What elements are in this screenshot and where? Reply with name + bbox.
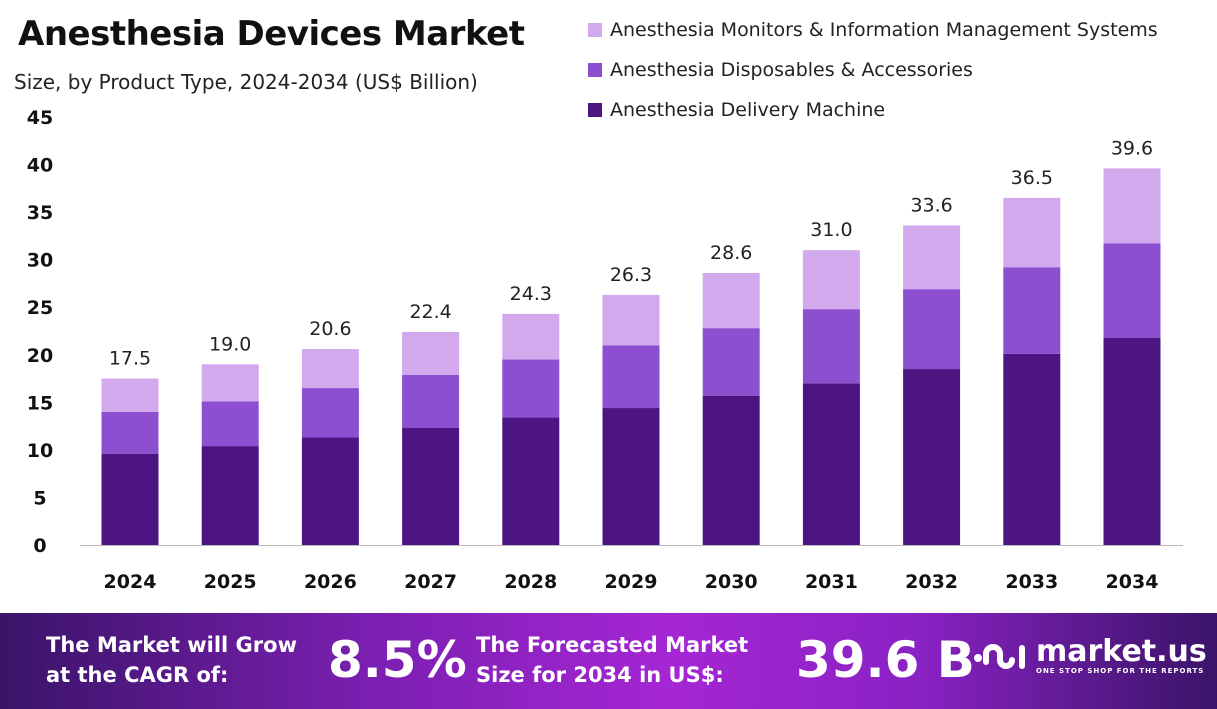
x-tick-label: 2029 [605, 571, 658, 593]
bar-segment [502, 417, 560, 545]
legend-swatch [588, 63, 602, 77]
y-tick-label: 10 [27, 440, 53, 462]
y-tick-label: 30 [27, 250, 53, 272]
bar-segment [802, 383, 860, 545]
y-tick-label: 5 [33, 487, 46, 509]
bar-segment [1103, 337, 1161, 545]
bar-segment [301, 349, 359, 389]
bar-segment [402, 428, 460, 545]
bar-segment [1103, 243, 1161, 338]
bar-segment [903, 289, 961, 370]
forecast-label: The Forecasted Market Size for 2034 in US… [476, 633, 749, 687]
cagr-label: The Market will Grow at the CAGR of: [46, 633, 297, 687]
bar-segment [903, 225, 961, 290]
bar-segment [201, 401, 259, 447]
y-tick-label: 20 [27, 345, 53, 367]
data-label: 17.5 [109, 348, 151, 370]
x-tick-label: 2027 [404, 571, 457, 593]
legend-item: Anesthesia Delivery Machine [588, 90, 1158, 130]
legend-label: Anesthesia Monitors & Information Manage… [610, 19, 1158, 41]
x-tick-label: 2031 [805, 571, 858, 593]
bar-segment [1003, 267, 1061, 354]
legend: Anesthesia Monitors & Information Manage… [588, 10, 1158, 130]
bar-segment [502, 313, 560, 360]
bar-segment [702, 395, 760, 545]
bar-segment [903, 369, 961, 545]
x-tick-label: 2033 [1005, 571, 1058, 593]
bar-segment [201, 446, 259, 545]
data-label: 24.3 [510, 283, 552, 305]
bar-segment [1003, 353, 1061, 545]
data-label: 19.0 [209, 333, 251, 355]
x-tick-label: 2034 [1106, 571, 1159, 593]
x-tick-label: 2024 [104, 571, 157, 593]
bar-segment [802, 309, 860, 384]
y-tick-label: 35 [27, 202, 53, 224]
legend-item: Anesthesia Disposables & Accessories [588, 50, 1158, 90]
x-tick-label: 2026 [304, 571, 357, 593]
bar-segment [702, 272, 760, 329]
bar-segment [402, 331, 460, 375]
legend-label: Anesthesia Delivery Machine [610, 99, 886, 121]
data-label: 28.6 [710, 242, 752, 264]
brand-name: market.us [1036, 634, 1207, 669]
bar-segment [602, 294, 660, 346]
legend-label: Anesthesia Disposables & Accessories [610, 59, 973, 81]
bar-segment [1103, 168, 1161, 244]
y-tick-label: 15 [27, 392, 53, 414]
bar-segment [1003, 197, 1061, 268]
footer-banner: The Market will Grow at the CAGR of: 8.5%… [0, 613, 1217, 709]
x-tick-label: 2030 [705, 571, 758, 593]
bar-segment [101, 453, 159, 545]
logo-icon [974, 644, 1025, 669]
bar-segment [101, 378, 159, 412]
brand-tagline: ONE STOP SHOP FOR THE REPORTS [1036, 667, 1205, 675]
x-tick-label: 2025 [204, 571, 257, 593]
bar-segment [301, 437, 359, 545]
bar-segment [201, 364, 259, 402]
brand-logo: market.us ONE STOP SHOP FOR THE REPORTS [972, 637, 1207, 675]
bar-segment [502, 359, 560, 418]
data-label: 33.6 [910, 194, 952, 216]
x-tick-label: 2032 [905, 571, 958, 593]
y-tick-label: 0 [33, 535, 46, 557]
chart-area: 05101520253035404517.5202419.0202520.620… [27, 107, 1183, 593]
legend-swatch [588, 103, 602, 117]
chart-subtitle: Size, by Product Type, 2024-2034 (US$ Bi… [14, 70, 478, 94]
data-label: 36.5 [1011, 167, 1053, 189]
data-label: 22.4 [409, 301, 451, 323]
y-tick-label: 45 [27, 107, 53, 129]
data-label: 31.0 [810, 219, 852, 241]
x-tick-label: 2028 [504, 571, 557, 593]
bar-segment [702, 328, 760, 396]
bar-segment [101, 411, 159, 454]
chart-title: Anesthesia Devices Market [18, 14, 525, 54]
forecast-value: 39.6 B [796, 631, 975, 689]
bar-segment [602, 345, 660, 409]
legend-item: Anesthesia Monitors & Information Manage… [588, 10, 1158, 50]
data-label: 20.6 [309, 318, 351, 340]
data-label: 39.6 [1111, 137, 1153, 159]
bar-segment [402, 374, 460, 429]
bar-segment [802, 250, 860, 310]
y-tick-label: 40 [27, 155, 53, 177]
legend-swatch [588, 23, 602, 37]
y-tick-label: 25 [27, 297, 53, 319]
data-label: 26.3 [610, 264, 652, 286]
cagr-value: 8.5% [328, 631, 467, 689]
bar-segment [602, 408, 660, 545]
bar-segment [301, 388, 359, 438]
